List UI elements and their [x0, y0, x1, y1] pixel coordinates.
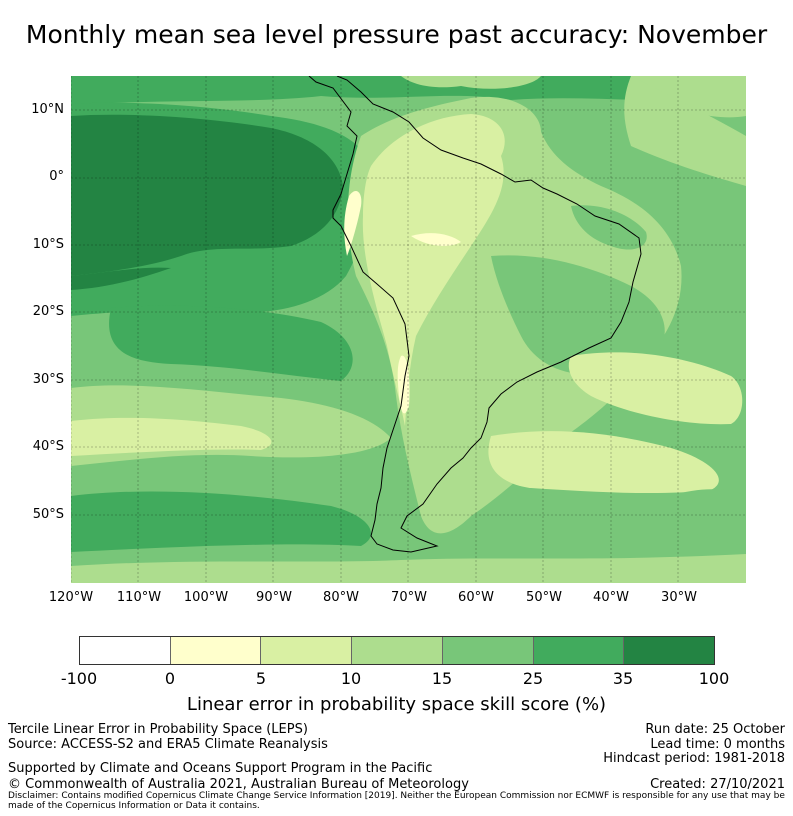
- lon-label: 50°W: [526, 590, 562, 605]
- skill-region: [488, 431, 719, 494]
- colorbar-segment: [261, 637, 353, 664]
- skill-region: [71, 114, 343, 276]
- coastline: [308, 76, 642, 553]
- footer-method: Tercile Linear Error in Probability Spac…: [8, 722, 308, 737]
- skill-region: [491, 255, 665, 375]
- lat-label: 40°S: [32, 439, 64, 454]
- colorbar-segment: [80, 637, 171, 664]
- skill-region: [344, 191, 362, 256]
- skill-region: [71, 76, 746, 106]
- colorbar-segment: [442, 637, 534, 664]
- footer-lead-time: Lead time: 0 months: [650, 737, 785, 752]
- footer-hindcast: Hindcast period: 1981-2018: [603, 751, 785, 766]
- footer-copyright: © Commonwealth of Australia 2021, Austra…: [8, 777, 469, 792]
- lat-label: 10°N: [31, 102, 64, 117]
- skill-region: [71, 491, 371, 552]
- lat-label: 0°: [49, 169, 64, 184]
- skill-region: [571, 205, 647, 250]
- colorbar-label: Linear error in probability space skill …: [186, 694, 607, 715]
- colorbar-segment: [533, 637, 625, 664]
- footer-support: Supported by Climate and Oceans Support …: [8, 761, 433, 776]
- lon-label: 120°W: [48, 590, 94, 605]
- colorbar-tick: 25: [522, 669, 544, 688]
- footer-disclaimer: Disclaimer: Contains modified Copernicus…: [8, 791, 785, 811]
- colorbar-tick: 0: [164, 669, 176, 688]
- skill-region: [568, 352, 743, 425]
- lon-label: 70°W: [391, 590, 427, 605]
- skill-region: [71, 417, 272, 456]
- colorbar-tick: 15: [431, 669, 453, 688]
- skill-region: [362, 114, 505, 426]
- skill-region: [671, 489, 746, 546]
- skill-region: [71, 267, 171, 290]
- footer-source: Source: ACCESS-S2 and ERA5 Climate Reana…: [8, 737, 328, 752]
- colorbar-tick: 100: [698, 669, 730, 688]
- lon-label: 40°W: [593, 590, 629, 605]
- lon-label: 90°W: [256, 590, 292, 605]
- skill-region: [624, 76, 746, 186]
- footer-created: Created: 27/10/2021: [650, 777, 785, 792]
- skill-region: [411, 233, 461, 246]
- skill-region: [401, 76, 541, 89]
- colorbar-segment: [352, 637, 443, 664]
- colorbar: [79, 636, 715, 665]
- lon-label: 100°W: [183, 590, 229, 605]
- lat-label: 30°S: [32, 372, 64, 387]
- lat-label: 10°S: [32, 237, 64, 252]
- skill-map: [71, 76, 746, 583]
- lon-label: 80°W: [323, 590, 359, 605]
- lat-label: 50°S: [32, 507, 64, 522]
- colorbar-tick: 10: [340, 669, 362, 688]
- gridlines: [71, 76, 746, 583]
- lon-label: 110°W: [116, 590, 162, 605]
- footer-run-date: Run date: 25 October: [645, 722, 785, 737]
- colorbar-segment: [624, 637, 715, 664]
- lon-label: 60°W: [458, 590, 494, 605]
- colorbar-tick: 5: [255, 669, 267, 688]
- colorbar-segment: [170, 637, 262, 664]
- skill-region: [109, 305, 353, 381]
- lat-label: 20°S: [32, 304, 64, 319]
- chart-title: Monthly mean sea level pressure past acc…: [25, 20, 768, 49]
- lon-label: 30°W: [661, 590, 697, 605]
- skill-region: [71, 554, 746, 583]
- colorbar-tick: -100: [60, 669, 98, 688]
- colorbar-tick: 35: [612, 669, 634, 688]
